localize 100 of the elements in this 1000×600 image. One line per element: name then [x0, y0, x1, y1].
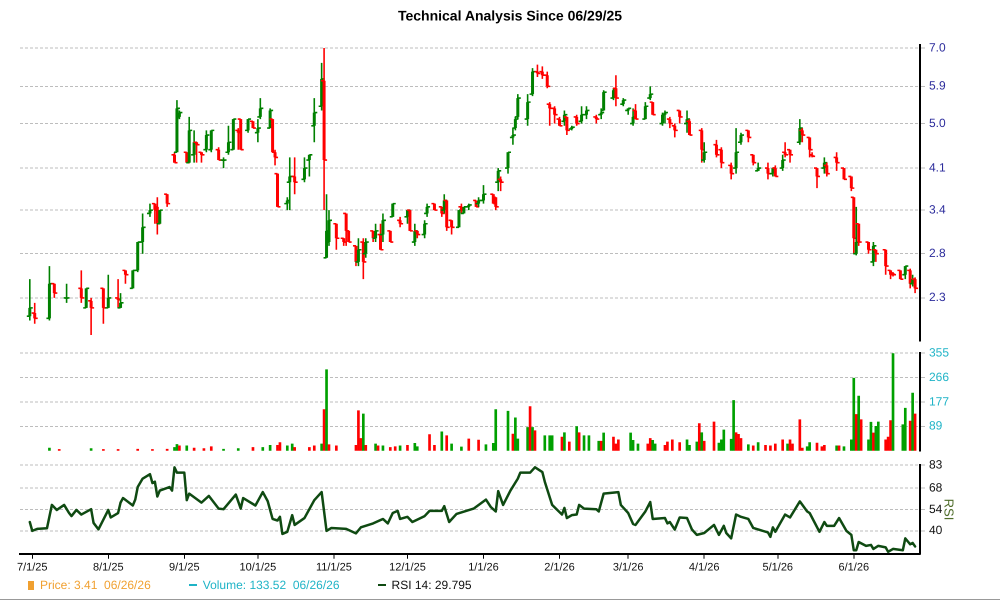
bar	[325, 369, 328, 451]
bar	[506, 410, 510, 451]
bar	[597, 440, 600, 451]
bar	[450, 444, 453, 451]
bar	[788, 439, 792, 451]
x-tick-label: 1/1/26	[468, 561, 499, 574]
bar	[860, 419, 862, 451]
bar	[484, 444, 488, 451]
bar	[548, 435, 552, 451]
bar	[460, 446, 463, 451]
bar	[192, 448, 196, 451]
text: Volume: 133.52 06/26/26	[202, 578, 340, 592]
bar	[433, 444, 436, 451]
y-tick-label: 83	[929, 458, 943, 472]
bar	[654, 444, 656, 451]
bar	[176, 444, 178, 451]
y-tick-label: 355	[929, 346, 950, 360]
bar	[876, 422, 880, 451]
bar	[872, 432, 875, 451]
bar	[904, 408, 907, 451]
bar	[252, 447, 254, 451]
bar	[261, 447, 264, 451]
bar	[357, 410, 360, 451]
bar	[648, 438, 652, 451]
bar	[686, 439, 688, 451]
bar	[698, 423, 701, 451]
x-tick-label: 12/1/25	[389, 561, 426, 574]
y-tick-label: 4.1	[929, 160, 946, 174]
bar	[774, 444, 777, 451]
y-tick-label: 177	[929, 394, 950, 408]
bar	[173, 447, 176, 451]
bar	[48, 448, 51, 451]
bar	[702, 440, 706, 451]
bar	[700, 432, 704, 451]
bar	[526, 427, 529, 451]
bar	[477, 440, 480, 451]
bar	[320, 444, 323, 451]
y-tick-label: 40	[929, 523, 943, 538]
bar	[908, 420, 912, 451]
bar	[543, 435, 546, 451]
y-tick-label: 3.4	[929, 202, 946, 216]
y-tick-label: 68	[929, 480, 943, 494]
text: RSI 14: 29.795	[392, 578, 472, 592]
x-tick-label: 3/1/26	[612, 561, 644, 574]
chart-title: Technical Analysis Since 06/29/25	[398, 7, 622, 24]
bar	[892, 353, 894, 451]
bar	[290, 444, 294, 451]
bar	[781, 439, 784, 451]
bar	[696, 442, 698, 451]
bar	[382, 446, 384, 451]
x-tick-label: 5/1/26	[762, 561, 794, 574]
bar	[494, 409, 498, 451]
x-tick-label: 2/1/26	[544, 561, 575, 574]
bar	[636, 444, 640, 451]
bar	[808, 442, 811, 451]
bar	[612, 436, 615, 451]
bar	[308, 447, 311, 451]
y-tick-label: 266	[929, 370, 950, 384]
bar	[376, 446, 380, 451]
x-tick-label: 8/1/25	[92, 561, 124, 574]
bar	[764, 444, 767, 451]
bar	[842, 446, 846, 451]
bar	[617, 439, 620, 451]
bar	[722, 430, 726, 451]
bar	[388, 447, 392, 451]
bar	[740, 438, 742, 451]
bar	[756, 442, 760, 451]
bar	[278, 442, 282, 451]
bar	[914, 414, 916, 451]
bar	[514, 417, 517, 451]
bar	[578, 432, 580, 451]
bar	[712, 422, 716, 451]
bar	[678, 442, 682, 451]
x-tick-label: 7/1/25	[16, 561, 48, 574]
y-tick-label: 7.0	[929, 40, 946, 54]
bar	[582, 435, 586, 451]
bar	[791, 444, 794, 451]
bar	[328, 444, 330, 451]
y-tick-label: 89	[929, 418, 943, 433]
bar	[889, 420, 892, 451]
bar	[467, 438, 470, 451]
x-tick-label: 10/1/25	[240, 561, 276, 574]
bar	[563, 432, 566, 451]
bar	[534, 430, 536, 451]
bar	[838, 446, 840, 451]
x-tick-label: 4/1/26	[688, 561, 720, 574]
bar	[798, 419, 802, 451]
bar	[870, 422, 872, 451]
bar	[512, 434, 514, 451]
bar	[600, 440, 603, 451]
x-tick-label: 6/1/26	[838, 561, 870, 574]
bar	[670, 439, 674, 451]
bar	[651, 440, 654, 451]
bar	[531, 427, 534, 451]
y-tick-label: 2.3	[929, 290, 946, 304]
bar	[786, 444, 789, 451]
bar	[737, 434, 740, 451]
bar	[602, 432, 605, 451]
bar	[413, 443, 416, 451]
bar	[568, 442, 571, 451]
